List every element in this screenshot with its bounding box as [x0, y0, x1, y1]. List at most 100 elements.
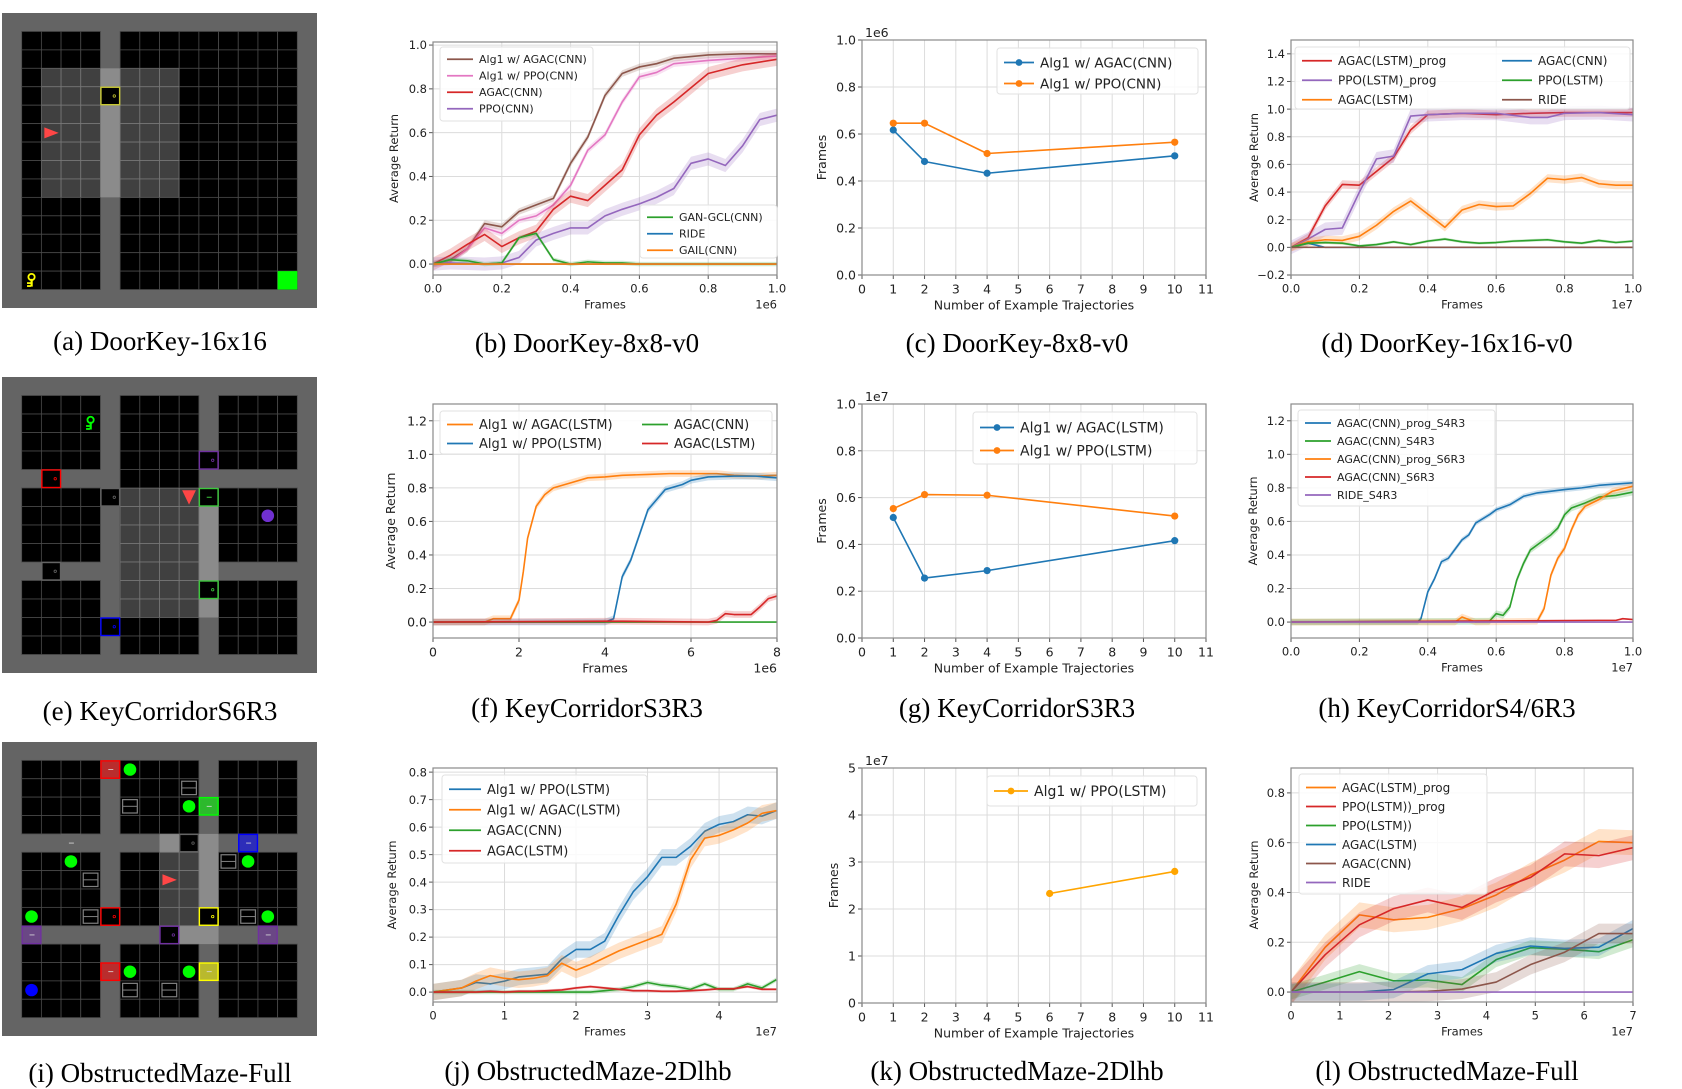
y-tick-label: 0.0 — [836, 268, 856, 283]
floor-cell — [119, 432, 141, 452]
floor-cell — [159, 998, 180, 1019]
box-icon — [82, 909, 99, 924]
floor-cell — [21, 487, 42, 507]
floor-cell — [139, 395, 160, 415]
floor-cell — [139, 432, 160, 452]
series-layer — [1046, 867, 1179, 898]
door-frame — [41, 561, 62, 581]
floor-cell — [218, 759, 239, 780]
floor-cell — [60, 888, 82, 908]
floor-cell — [277, 67, 298, 88]
legend-entry: RIDE — [1502, 93, 1567, 107]
legend-entry: Alg1 w/ AGAC(CNN) — [447, 53, 587, 66]
y-tick-label: 0.8 — [407, 480, 427, 495]
series-line-2 — [1291, 939, 1633, 993]
door-icon — [100, 760, 121, 779]
goal-icon — [277, 271, 298, 290]
legend: GAN-GCL(CNN) RIDE GAIL(CNN) — [639, 204, 778, 259]
floor-cell — [80, 635, 101, 655]
floor-cell — [237, 178, 259, 198]
floor-cell — [277, 998, 298, 1019]
series-band-4 — [433, 231, 777, 267]
legend-label: AGAC(CNN)_S4R3 — [1337, 435, 1435, 448]
x-axis-label: Number of Example Trajectories — [934, 661, 1134, 676]
floor-cell — [257, 943, 279, 963]
series-layer — [433, 470, 777, 626]
floor-cell — [178, 395, 200, 415]
floor-cell — [257, 870, 279, 890]
floor-cell — [60, 543, 82, 563]
legend-entry: AGAC(LSTM) — [1306, 838, 1417, 852]
floor-cell — [218, 524, 239, 544]
y-tick-label: 0.6 — [1267, 836, 1285, 850]
y-axis-label: Average Return — [1247, 840, 1261, 929]
floor-cell — [40, 215, 62, 235]
series-line-4 — [1291, 238, 1633, 249]
chart-h: 0.0 0.2 0.4 0.6 0.8 1.0 0.0 0.2 0.4 0.6 0.8 1.0 1.2 F… — [1246, 403, 1642, 675]
x-tick-label: 1 — [889, 645, 897, 660]
floor-cell — [237, 617, 259, 637]
box-icon — [181, 780, 197, 796]
legend-label: Alg1 w/ AGAC(LSTM) — [1020, 421, 1164, 437]
floor-cell — [80, 215, 101, 235]
floor-cell — [198, 233, 219, 254]
floor-cell — [178, 617, 200, 637]
floor-cell — [40, 796, 62, 816]
door-knob — [112, 914, 116, 919]
floor-cell — [119, 870, 141, 890]
x-tick-label: 6 — [1046, 645, 1054, 660]
plot-frame — [1290, 403, 1634, 639]
floor-cell — [119, 943, 141, 963]
x-tick-label: 6 — [1580, 1009, 1587, 1023]
y-tick-label: 1.0 — [836, 397, 856, 412]
box-icon — [220, 854, 237, 869]
y-tick-label: 1.2 — [407, 413, 427, 428]
floor-cell — [139, 469, 160, 489]
legend-label: RIDE — [679, 228, 705, 241]
floor-cell — [237, 395, 259, 415]
data-point — [1171, 537, 1179, 545]
floor-cell — [257, 104, 279, 125]
floor-cell — [80, 815, 101, 835]
door-icon — [198, 450, 219, 470]
legend-label: AGAC(CNN) — [1342, 857, 1411, 871]
door-icon — [100, 907, 121, 926]
floor-cell — [60, 31, 82, 51]
floor-cell — [257, 759, 279, 780]
y-tick-label: 0.4 — [1267, 548, 1285, 562]
series-line-2 — [433, 58, 777, 265]
floor-cell — [257, 215, 279, 235]
series-layer — [889, 119, 1179, 177]
y-tick-label: 0.1 — [409, 958, 427, 972]
floor-cell — [60, 49, 82, 69]
floor-cell — [178, 31, 200, 51]
y-tick-label: 0.2 — [1267, 935, 1285, 949]
x-tick-label: 3 — [952, 282, 960, 297]
floor-cell — [119, 31, 141, 51]
data-point — [1171, 512, 1179, 520]
chart-l: 0 1 2 3 4 5 6 7 0.0 0.2 0.4 0.6 0.8 Frames Average Ret… — [1247, 767, 1637, 1039]
door-icon — [238, 833, 259, 853]
x-tick-label: 7 — [1077, 282, 1085, 297]
plot-area — [862, 768, 1206, 1003]
y-axis-label: Frames — [814, 135, 829, 180]
floor-cell — [218, 196, 239, 217]
floor-cell — [277, 870, 298, 890]
data-point — [1046, 889, 1054, 898]
series-line-0 — [433, 53, 777, 265]
door-frame — [100, 907, 121, 926]
legend-entry: AGAC(CNN)_prog_S6R3 — [1305, 453, 1465, 466]
legend-entry: PPO(LSTM) — [1502, 74, 1603, 88]
legend-entry: AGAC(CNN) — [1502, 54, 1607, 68]
caption-e: (e) KeyCorridorS6R3 — [42, 696, 278, 726]
floor-cell — [159, 815, 180, 835]
floor-cell — [40, 815, 62, 835]
plot-frame — [1290, 767, 1634, 1003]
floor-cell — [139, 49, 160, 69]
legend-box — [1294, 46, 1631, 110]
series-line-0 — [1291, 111, 1633, 249]
y-tick-label: 0.2 — [409, 930, 427, 944]
floor-cell — [40, 49, 62, 69]
floor-cell — [218, 635, 239, 655]
floor-cell — [218, 395, 239, 415]
